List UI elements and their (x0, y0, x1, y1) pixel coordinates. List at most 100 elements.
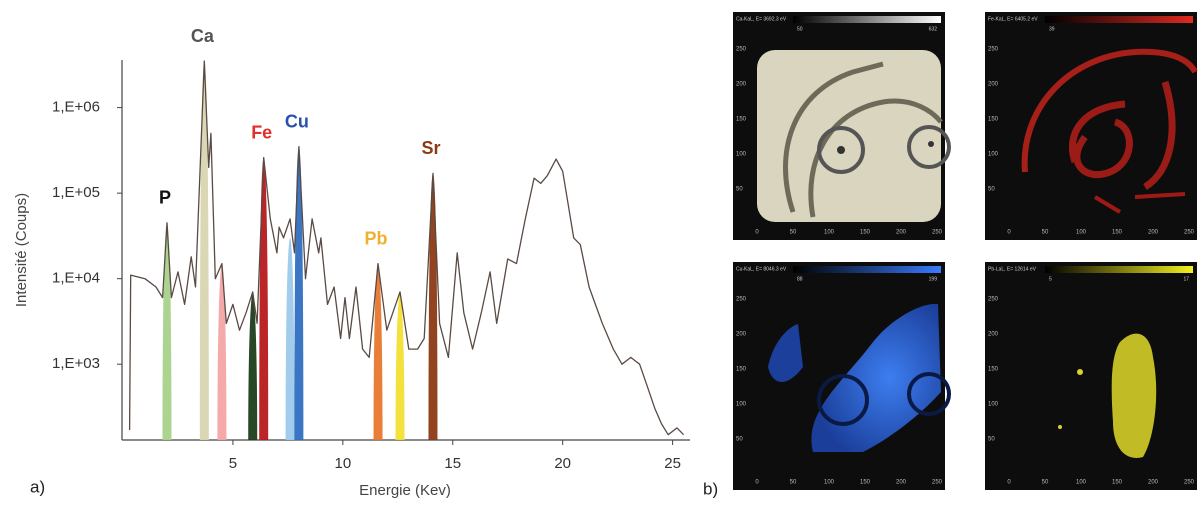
map-feature (817, 374, 869, 426)
map-y-tick-label: 100 (736, 152, 747, 158)
map-x-tick-label: 0 (755, 480, 759, 486)
spectrum-line (128, 60, 685, 436)
map-feature (783, 61, 943, 218)
map-y-tick-label: 100 (736, 402, 747, 408)
panel-label: b) (703, 479, 718, 498)
map-feature (907, 125, 951, 169)
map-feature (907, 372, 951, 416)
x-tick-label: 25 (664, 455, 681, 472)
map-x-tick-label: 150 (1112, 480, 1123, 486)
element-peak (294, 146, 304, 440)
map-feature (1068, 80, 1176, 190)
map-x-tick-label: 250 (932, 480, 943, 486)
map-x-tick-label: 50 (790, 230, 797, 236)
map-y-tick-label: 250 (988, 47, 999, 53)
map-y-tick-label: 150 (988, 117, 999, 123)
map-title: Fe-KaL, E= 6405.2 eV (988, 16, 1038, 22)
x-tick-label: 10 (335, 455, 352, 472)
map-y-tick-label: 50 (988, 437, 995, 443)
element-peak (259, 157, 269, 440)
peak-label: Pb (365, 228, 388, 248)
peak-label: Ca (191, 26, 215, 46)
map-y-tick-label: 200 (988, 332, 999, 338)
y-axis-label: Intensité (Coups) (13, 193, 30, 307)
map-feature (1058, 425, 1062, 429)
colorbar-label: 5 (1049, 276, 1052, 282)
peak-label: Fe (251, 122, 272, 142)
map-y-tick-label: 50 (736, 187, 743, 193)
spectrum-chart: Energie (Kev) Intensité (Coups) a) 1,E+0… (13, 26, 690, 499)
colorbar-label: 632 (929, 26, 938, 32)
map-x-tick-label: 100 (824, 480, 835, 486)
map-image (768, 324, 803, 382)
x-tick-label: 20 (554, 455, 571, 472)
element-peak (217, 263, 227, 440)
map-title: Cu-KaL, E= 8046.3 eV (736, 266, 787, 272)
map-y-tick-label: 50 (988, 187, 995, 193)
map-panel: Ca-KaL, E= 3692.3 eV 50 632 0 50 50 100 100 150 1… (733, 12, 951, 240)
map-x-tick-label: 100 (1076, 480, 1087, 486)
peak-label: Cu (285, 111, 309, 131)
element-peak (248, 291, 258, 440)
map-x-tick-label: 250 (932, 230, 943, 236)
map-y-tick-label: 200 (988, 82, 999, 88)
map-x-tick-label: 50 (1042, 480, 1049, 486)
x-axis-label: Energie (Kev) (359, 482, 451, 499)
map-panel: Fe-KaL, E= 6405.2 eV 39 0 50 50 100 100 150 150 2… (985, 12, 1198, 240)
map-x-tick-label: 0 (1007, 230, 1011, 236)
y-tick-label: 1,E+06 (52, 99, 100, 116)
map-image (811, 303, 941, 452)
element-peak (373, 263, 383, 440)
map-y-tick-label: 250 (988, 297, 999, 303)
colorbar (793, 266, 941, 273)
panel-label: a) (30, 477, 45, 496)
map-y-tick-label: 100 (988, 152, 999, 158)
map-feature (1021, 48, 1198, 173)
map-feature (1093, 192, 1186, 214)
map-y-tick-label: 250 (736, 297, 747, 303)
colorbar-label: 199 (929, 276, 938, 282)
map-x-tick-label: 50 (790, 480, 797, 486)
map-x-tick-label: 0 (755, 230, 759, 236)
element-peak (199, 61, 209, 440)
map-x-tick-label: 100 (1076, 230, 1087, 236)
y-tick-label: 1,E+03 (52, 355, 100, 372)
map-x-tick-label: 0 (1007, 480, 1011, 486)
map-x-tick-label: 250 (1184, 230, 1195, 236)
map-x-tick-label: 150 (860, 230, 871, 236)
colorbar-label: 17 (1183, 276, 1189, 282)
map-y-tick-label: 150 (736, 367, 747, 373)
map-panel: Pb-LaL, E= 12614 eV 5 17 0 50 50 100 100 150 150 2… (985, 262, 1197, 490)
map-y-tick-label: 150 (988, 367, 999, 373)
peak-label: P (159, 188, 171, 208)
colorbar (1045, 266, 1193, 273)
x-tick-label: 15 (444, 455, 461, 472)
colorbar-label: 39 (1049, 26, 1055, 32)
colorbar-label: 50 (797, 26, 803, 32)
map-y-tick-label: 100 (988, 402, 999, 408)
map-x-tick-label: 250 (1184, 480, 1195, 486)
map-image (757, 50, 941, 222)
y-tick-label: 1,E+04 (52, 270, 100, 287)
map-y-tick-label: 50 (736, 437, 743, 443)
map-feature (1077, 369, 1083, 375)
map-y-tick-label: 200 (736, 332, 747, 338)
map-background (985, 262, 1197, 490)
map-x-tick-label: 200 (1148, 480, 1159, 486)
peak-label: Sr (421, 138, 440, 158)
map-feature (817, 126, 865, 174)
map-x-tick-label: 150 (1112, 230, 1123, 236)
map-x-tick-label: 150 (860, 480, 871, 486)
element-peak (428, 173, 438, 440)
map-x-tick-label: 50 (1042, 230, 1049, 236)
y-tick-label: 1,E+05 (52, 184, 100, 201)
map-image (1111, 333, 1157, 458)
map-title: Pb-LaL, E= 12614 eV (988, 266, 1037, 272)
map-y-tick-label: 250 (736, 47, 747, 53)
map-x-tick-label: 200 (896, 480, 907, 486)
element-peak (395, 291, 405, 440)
x-tick-label: 5 (229, 455, 237, 472)
map-x-tick-label: 100 (824, 230, 835, 236)
map-title: Ca-KaL, E= 3692.3 eV (736, 16, 787, 22)
